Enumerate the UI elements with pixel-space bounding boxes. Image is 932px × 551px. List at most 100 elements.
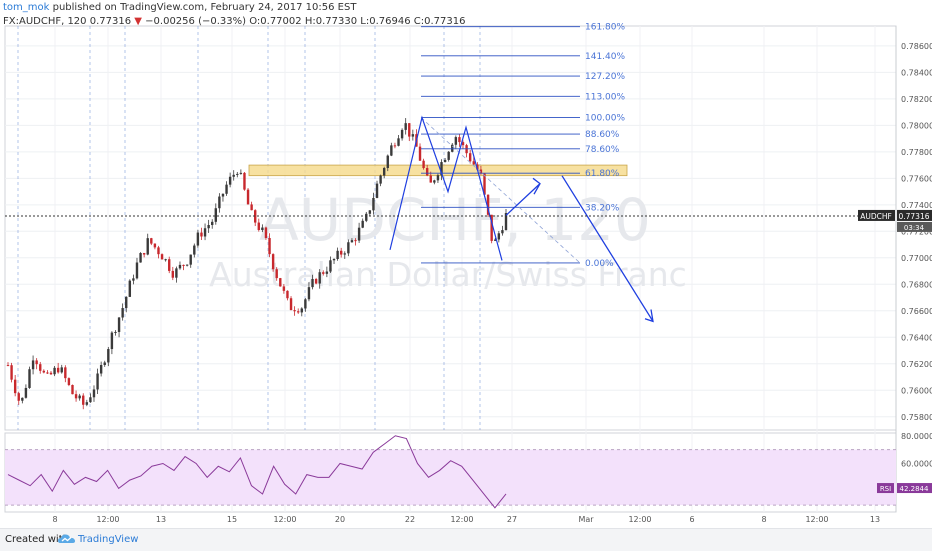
harmonic-pattern-line [389,115,503,261]
candle-up [361,220,364,228]
candle-up [357,227,361,241]
candle-down [339,250,343,255]
candle-up [436,175,440,181]
fib-trend-dashed [420,117,581,264]
countdown-tag-bg [897,221,932,232]
candle-up [110,332,114,350]
time-tick-label: 20 [335,515,345,524]
time-tick-label: 6 [689,515,694,524]
tradingview-cloud-icon[interactable] [58,533,76,545]
candle-down [17,393,20,401]
candle-up [451,144,454,152]
candle-up [329,260,332,272]
candle-up [307,287,311,300]
candle-up [196,232,200,246]
candle-up [225,184,228,194]
time-tick-label: 27 [507,515,517,524]
candle-down [490,214,493,241]
candle-up [372,197,375,211]
candle-up [304,299,307,309]
candle-down [157,247,160,255]
candle-down [168,259,171,271]
price-tick-label: 0.75800 [901,413,932,422]
candle-up [325,271,329,274]
symbol-tag-bg [858,209,895,221]
candle-down [429,175,432,183]
created-with-text: Created with [5,534,69,545]
rsi-name-tag: RSI [880,485,891,493]
candle-down [322,272,325,274]
candle-down [289,298,293,311]
candle-up [350,240,354,243]
candle-down [458,137,461,143]
candle-up [78,395,81,399]
rsi-value-tag-bg [897,483,932,494]
candle-up [203,228,207,237]
close-value: 0.77316 [424,16,466,27]
candle-down [282,286,286,291]
candle-up [261,227,264,230]
time-tick-label: 13 [156,515,166,524]
candle-down [39,364,42,371]
tradingview-brand[interactable]: TradingView [78,534,139,545]
high-label: H: [304,16,316,27]
candle-up [146,238,149,255]
rsi-tick-label: 60.0000 [901,459,932,468]
time-tick-label: 12:00 [805,515,828,524]
candle-down [393,145,397,147]
candle-up [132,278,135,281]
candle-down [74,394,78,399]
arrowhead-up [532,177,541,195]
candle-up [178,264,182,269]
candle-up [31,360,35,370]
fibonacci-extension[interactable]: 161.80% 141.40% 127.20% 113.00% 100.00% 88.60… [420,23,625,269]
price-pane [4,25,897,431]
candle-up [390,145,393,156]
candle-down [46,372,49,374]
candle-up [400,129,404,139]
candle-down [468,153,472,162]
candle-down [271,254,275,270]
last-price-tag: 0.77316 [898,212,929,221]
candle-up [221,193,225,197]
candle-up [164,259,167,261]
username-link[interactable]: tom_mok [3,2,50,13]
price-tick-label: 0.76000 [901,386,932,395]
candle-down [182,264,185,266]
projection-arrow-up [505,183,541,216]
candle-up [379,175,382,184]
candle-down [153,243,157,248]
candle-up [92,389,96,398]
candle-down [418,146,422,161]
axes: 0.78600 0.78400 0.78200 0.78000 0.77800 0.776… [5,26,932,524]
candle-up [60,367,63,373]
candle-down [142,253,146,255]
candle-up [53,367,56,375]
candle-up [135,262,139,279]
candle-up [96,373,99,390]
candle-down [49,372,53,375]
time-tick-label: 13 [870,515,880,524]
candle-up [211,221,214,226]
symbol-interval: FX:AUDCHF, 120 [3,16,87,27]
candle-up [382,168,386,176]
fib-level-label: 141.40% [585,52,625,62]
candle-up [404,123,407,130]
candle-up [85,402,89,405]
fib-level-label: 0.00% [585,259,614,269]
candle-up [232,174,235,177]
candle-up [332,259,336,261]
countdown-tag: 03:34 [904,224,925,232]
watermark-name: Australian Dollar/Swiss Franc [209,255,687,294]
time-tick-label: 22 [405,515,415,524]
candle-up [117,317,121,332]
time-tick-label: 15 [227,515,237,524]
rsi-panel: 80.0000 60.0000 RSI 42.2844 [5,432,932,509]
candle-down [13,379,17,394]
pattern-drawings[interactable] [389,115,654,323]
price-tick-label: 0.76200 [901,360,932,369]
candle-up [128,280,132,297]
candle-down [42,370,46,373]
